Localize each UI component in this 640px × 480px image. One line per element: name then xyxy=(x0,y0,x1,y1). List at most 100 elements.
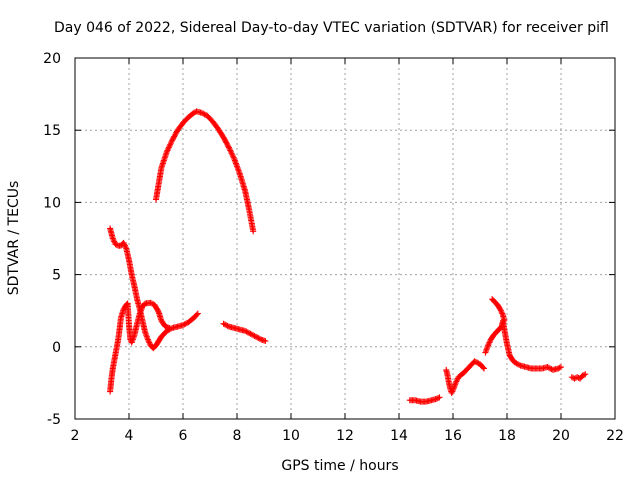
data-point xyxy=(485,340,492,347)
x-tick-label: 12 xyxy=(336,428,354,444)
data-point xyxy=(436,394,443,401)
data-point xyxy=(545,364,552,371)
data-point xyxy=(513,360,520,367)
data-point xyxy=(449,388,456,395)
grid-layer xyxy=(75,58,615,419)
data-point xyxy=(200,110,207,117)
data-point xyxy=(514,361,521,368)
data-point xyxy=(165,145,172,152)
data-point xyxy=(498,309,505,316)
y-tick-label: 5 xyxy=(52,268,61,284)
data-points-layer xyxy=(107,108,589,405)
data-point xyxy=(497,307,504,314)
data-point xyxy=(555,365,562,372)
data-point xyxy=(121,242,128,249)
series-arc-f xyxy=(443,358,488,397)
data-point xyxy=(254,334,261,341)
y-tick-label: 0 xyxy=(52,340,61,356)
series-arc-e xyxy=(406,394,443,405)
data-point xyxy=(146,339,153,346)
chart-title: Day 046 of 2022, Sidereal Day-to-day VTE… xyxy=(54,20,609,36)
data-point xyxy=(248,331,255,338)
data-point xyxy=(182,320,189,327)
tick-layer xyxy=(74,57,616,420)
data-point xyxy=(454,377,461,384)
x-tick-label: 14 xyxy=(390,428,408,444)
x-tick-label: 4 xyxy=(125,428,134,444)
x-tick-label: 22 xyxy=(606,428,624,444)
data-point xyxy=(255,335,262,342)
data-point xyxy=(166,325,173,332)
data-point xyxy=(480,364,487,371)
data-point xyxy=(547,365,554,372)
data-point xyxy=(262,338,269,345)
y-tick-label: 20 xyxy=(43,51,61,67)
data-point xyxy=(121,241,128,248)
x-tick-label: 2 xyxy=(71,428,80,444)
x-tick-label: 18 xyxy=(498,428,516,444)
series-arc-i xyxy=(568,371,589,382)
data-point xyxy=(165,144,172,151)
data-point xyxy=(453,378,460,385)
data-point xyxy=(229,151,236,158)
data-point xyxy=(244,329,251,336)
data-point xyxy=(112,241,119,248)
data-point xyxy=(242,327,249,334)
data-point xyxy=(167,140,174,147)
series-arc-h xyxy=(489,296,508,324)
data-point xyxy=(194,310,201,317)
data-point xyxy=(110,236,117,243)
data-point xyxy=(167,325,174,332)
data-point xyxy=(168,138,175,145)
data-point xyxy=(229,153,236,160)
data-point xyxy=(485,342,492,349)
series-arc-d xyxy=(220,320,269,345)
data-point xyxy=(228,150,235,157)
data-point xyxy=(226,145,233,152)
data-point xyxy=(145,338,152,345)
data-point xyxy=(512,359,519,366)
data-point xyxy=(246,330,253,337)
data-point xyxy=(225,143,232,150)
data-point xyxy=(201,111,208,118)
data-point xyxy=(568,374,575,381)
data-point xyxy=(471,358,478,365)
data-point xyxy=(193,311,200,318)
data-point xyxy=(111,238,118,245)
data-point xyxy=(225,144,232,151)
data-point xyxy=(155,307,162,314)
data-point xyxy=(122,244,129,251)
y-tick-label: -5 xyxy=(47,412,61,428)
x-tick-label: 10 xyxy=(282,428,300,444)
data-point xyxy=(582,371,589,378)
data-point xyxy=(452,379,459,386)
data-point xyxy=(556,364,563,371)
data-point xyxy=(230,154,237,161)
data-point xyxy=(571,375,578,382)
data-point xyxy=(167,141,174,148)
data-point xyxy=(120,239,127,246)
data-point xyxy=(579,372,586,379)
data-point xyxy=(147,299,154,306)
data-point xyxy=(243,328,250,335)
data-point xyxy=(544,364,551,371)
data-point xyxy=(250,228,257,235)
data-point xyxy=(435,395,442,402)
data-point xyxy=(227,147,234,154)
y-axis-label: SDTVAR / TECUs xyxy=(6,181,22,296)
data-point xyxy=(181,321,188,328)
data-point xyxy=(580,371,587,378)
series-arc-b xyxy=(107,299,173,395)
data-point xyxy=(220,320,227,327)
data-point xyxy=(256,335,263,342)
y-tick-label: 15 xyxy=(43,123,61,139)
data-point xyxy=(250,332,257,339)
data-point xyxy=(252,333,259,340)
x-tick-label: 16 xyxy=(444,428,462,444)
x-tick-label: 20 xyxy=(552,428,570,444)
data-point xyxy=(148,300,155,307)
data-point xyxy=(474,359,481,366)
data-point xyxy=(481,365,488,372)
data-point xyxy=(163,148,170,155)
